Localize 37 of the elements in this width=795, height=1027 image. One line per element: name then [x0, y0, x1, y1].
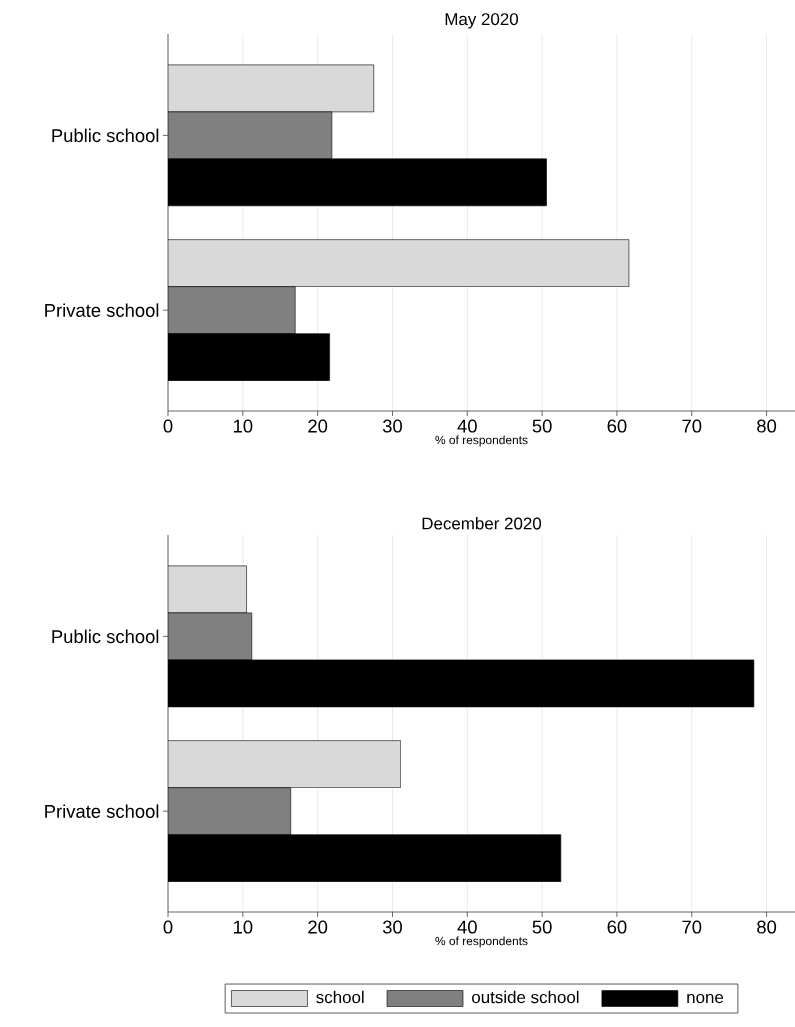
x-tick-label: 70 [682, 419, 702, 433]
legend-label: outside school [472, 990, 579, 1004]
x-tick-label: 10 [233, 920, 253, 934]
x-tick-label: 60 [607, 920, 627, 934]
x-tick-label: 80 [757, 419, 777, 433]
x-tick-label: 80 [757, 920, 777, 934]
x-tick-label: 50 [532, 419, 552, 433]
chart-title: December 2020 [422, 517, 542, 530]
legend-label: school [316, 990, 364, 1004]
x-tick-label: 60 [607, 419, 627, 433]
y-tick-label: Public school [52, 629, 159, 644]
bar [168, 787, 292, 835]
x-tick-label: 20 [308, 419, 328, 433]
y-tick-label: Private school [45, 804, 159, 818]
x-tick-label: 70 [682, 920, 702, 934]
x-axis-title: % of respondents [435, 435, 528, 447]
legend-label: none [687, 993, 724, 1004]
bar [168, 286, 296, 334]
x-tick-label: 10 [233, 419, 253, 433]
x-tick-label: 40 [457, 920, 477, 934]
x-tick-label: 40 [457, 419, 477, 433]
chart-title: May 2020 [445, 13, 519, 29]
x-tick-label: 30 [382, 419, 402, 433]
bar [168, 740, 401, 788]
x-tick-label: 20 [308, 920, 328, 934]
bar [168, 239, 630, 287]
bar [168, 612, 253, 661]
x-axis-title: % of respondents [435, 936, 528, 948]
y-tick-label: Private school [45, 303, 159, 317]
x-tick-label: 50 [532, 920, 552, 934]
bar [168, 111, 333, 160]
bar [168, 565, 247, 614]
x-tick-label: 30 [382, 920, 402, 934]
x-tick-label: 0 [163, 920, 173, 934]
y-tick-label: Public school [52, 128, 159, 143]
bar [168, 64, 375, 113]
x-tick-label: 0 [163, 419, 173, 433]
